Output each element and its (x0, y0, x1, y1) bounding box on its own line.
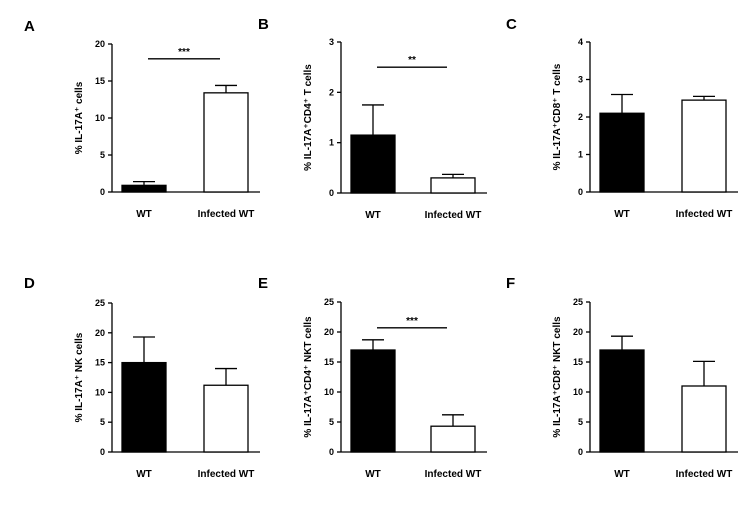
panel-f: F 0 5 10 15 20 25 WT Infected WT % IL-17A⁺CD8⁺ NK… (506, 275, 738, 480)
y-axis-title: % IL-17A⁺CD8⁺ T cells (552, 63, 563, 170)
panel-letter: F (506, 275, 515, 292)
y-tick-label: 20 (95, 39, 105, 49)
y-tick-label: 10 (95, 387, 105, 397)
significance-marker: ** (408, 55, 416, 66)
y-tick-label: 4 (578, 37, 583, 47)
y-tick-label: 5 (100, 417, 105, 427)
panel-letter: E (258, 275, 268, 292)
y-tick-label: 15 (573, 357, 583, 367)
bar-infected-wt (681, 99, 727, 193)
category-label: Infected WT (676, 469, 733, 480)
y-tick-label: 5 (578, 417, 583, 427)
y-tick-label: 3 (329, 37, 334, 47)
y-tick-label: 2 (329, 87, 334, 97)
y-axis-title: % IL-17A⁺CD4⁺ NKT cells (303, 316, 314, 438)
category-label: Infected WT (198, 209, 255, 220)
panel-letter: D (24, 275, 35, 292)
bar-wt (599, 112, 645, 193)
y-tick-label: 25 (573, 297, 583, 307)
category-label: Infected WT (425, 210, 482, 221)
y-tick-label: 5 (329, 417, 334, 427)
panel-letter: C (506, 16, 517, 33)
panel-e: E 0 5 10 15 20 25 WT Infected WT *** % IL-17A⁺CD4⁺… (258, 275, 487, 480)
category-label: Infected WT (198, 469, 255, 480)
bar-wt (121, 361, 167, 453)
significance-marker: *** (406, 316, 418, 327)
category-label: WT (136, 209, 152, 220)
y-tick-label: 25 (324, 297, 334, 307)
category-label: WT (365, 469, 381, 480)
category-label: WT (614, 209, 630, 220)
y-axis-title: % IL-17A⁺ cells (74, 81, 85, 154)
bar-infected-wt (681, 385, 727, 453)
panel-b: B 0 1 2 3 WT Infected WT ** % IL-17A⁺CD4⁺ T cell… (258, 16, 487, 221)
panel-letter: B (258, 16, 269, 33)
y-tick-label: 10 (95, 113, 105, 123)
bar-infected-wt (430, 177, 476, 194)
y-tick-label: 25 (95, 298, 105, 308)
y-tick-label: 5 (100, 150, 105, 160)
significance-marker: *** (178, 47, 190, 58)
bar-wt (350, 134, 396, 194)
y-tick-label: 20 (324, 327, 334, 337)
bar-wt (121, 184, 167, 193)
y-tick-label: 1 (578, 150, 583, 160)
bar-infected-wt (203, 92, 249, 193)
y-axis-title: % IL-17A⁺ NK cells (74, 332, 85, 422)
y-axis-title: % IL-17A⁺CD8⁺ NKT cells (552, 316, 563, 438)
category-label: Infected WT (425, 469, 482, 480)
panel-d: D 0 5 10 15 20 25 WT Infected WT % IL-17A⁺ NK cel… (24, 275, 260, 480)
bar-infected-wt (430, 425, 476, 453)
y-tick-label: 0 (578, 187, 583, 197)
y-tick-label: 15 (95, 358, 105, 368)
bar-wt (350, 349, 396, 453)
category-label: WT (136, 469, 152, 480)
y-tick-label: 20 (573, 327, 583, 337)
panel-c: C 0 1 2 3 4 WT Infected WT % IL-17A⁺CD8⁺ T cells (506, 16, 738, 220)
bar-wt (599, 349, 645, 453)
bar-infected-wt (203, 384, 249, 453)
y-tick-label: 1 (329, 138, 334, 148)
y-tick-label: 0 (578, 447, 583, 457)
y-tick-label: 20 (95, 328, 105, 338)
y-axis-title: % IL-17A⁺CD4⁺ T cells (303, 64, 314, 171)
y-tick-label: 15 (95, 76, 105, 86)
y-tick-label: 10 (324, 387, 334, 397)
category-label: Infected WT (676, 209, 733, 220)
y-tick-label: 0 (329, 447, 334, 457)
y-tick-label: 10 (573, 387, 583, 397)
y-tick-label: 0 (100, 187, 105, 197)
category-label: WT (365, 210, 381, 221)
category-label: WT (614, 469, 630, 480)
y-tick-label: 0 (329, 188, 334, 198)
y-tick-label: 3 (578, 75, 583, 85)
panel-letter: A (24, 18, 35, 35)
panel-a: A 0 5 10 15 20 WT Infected WT *** % IL-17A⁺ cells (24, 18, 260, 220)
y-tick-label: 2 (578, 112, 583, 122)
y-tick-label: 0 (100, 447, 105, 457)
y-tick-label: 15 (324, 357, 334, 367)
